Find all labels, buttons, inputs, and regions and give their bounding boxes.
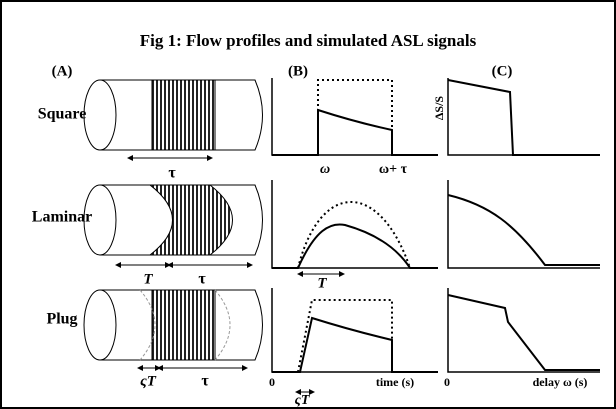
annotation: ω+ τ	[379, 162, 408, 177]
axis-label: ΔS/S	[432, 96, 446, 121]
cylinder-laminar	[83, 184, 263, 268]
axis-origin: 0	[269, 375, 275, 389]
panel-label: (C)	[492, 63, 513, 79]
cylinder-square	[83, 79, 263, 161]
cylinder-plug	[83, 289, 263, 371]
annotation: τ	[168, 165, 176, 182]
title: Fig 1: Flow profiles and simulated ASL s…	[140, 31, 477, 50]
panel-label: (A)	[52, 63, 73, 79]
plot-c	[447, 78, 600, 373]
annotation: T	[317, 275, 327, 291]
row-label: Laminar	[32, 209, 92, 226]
axis-label: delay ω (s)	[533, 375, 588, 389]
row-label: Plug	[46, 311, 77, 328]
plot-b	[271, 78, 438, 395]
row-label: Square	[38, 106, 87, 123]
annotation: ω	[320, 162, 330, 177]
panel-label: (B)	[288, 63, 308, 79]
annotation: ςT	[295, 393, 311, 408]
annotation: ςT	[140, 373, 157, 389]
annotation: τ	[201, 373, 209, 390]
axis-label: time (s)	[376, 375, 414, 389]
annotation: T	[143, 271, 153, 287]
axis-origin: 0	[444, 375, 450, 389]
annotation: τ	[198, 271, 206, 288]
